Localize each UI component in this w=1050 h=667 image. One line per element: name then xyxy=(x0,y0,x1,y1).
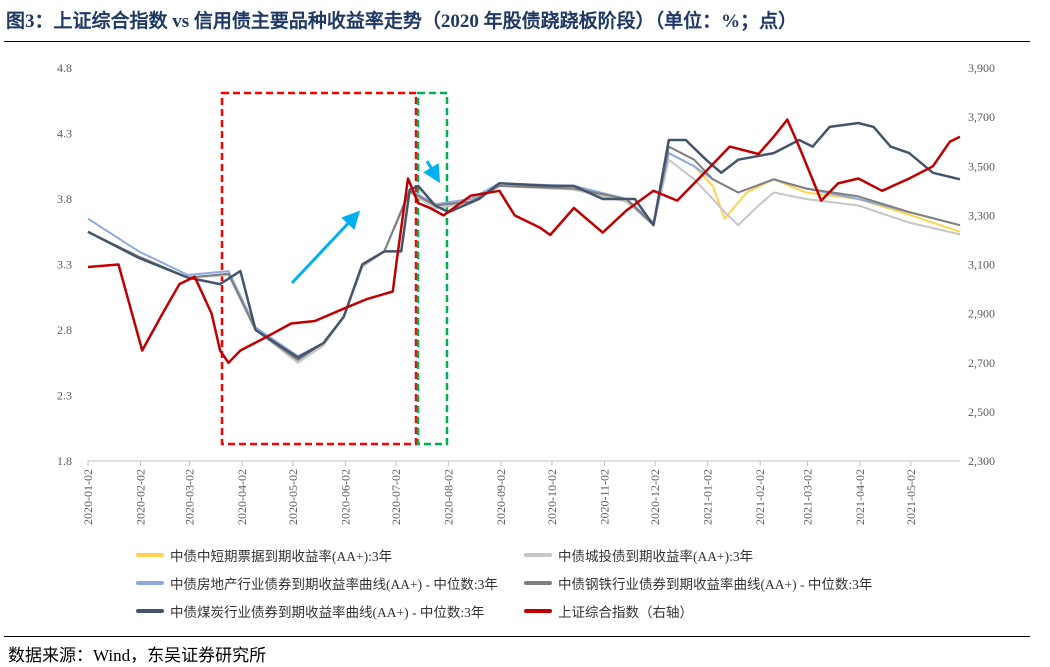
legend-label: 中债煤炭行业债券到期收益率曲线(AA+) - 中位数:3年 xyxy=(170,605,485,620)
legend-item: 中债煤炭行业债券到期收益率曲线(AA+) - 中位数:3年 xyxy=(136,601,484,621)
legend-label: 上证综合指数（右轴） xyxy=(558,605,693,620)
series-line-4 xyxy=(87,121,961,359)
down-arrow-icon xyxy=(423,160,441,184)
x-tick-label: 2020-11-02 xyxy=(597,469,611,525)
legend-swatch xyxy=(136,581,164,585)
seesaw-box xyxy=(416,91,449,446)
legend-label: 中债钢铁行业债券到期收益率曲线(AA+) - 中位数:3年 xyxy=(558,577,873,592)
left-tick-label: 4.3 xyxy=(57,127,72,141)
x-tick-label: 2020-10-02 xyxy=(545,469,559,525)
series-line-3 xyxy=(87,145,961,362)
x-tick-label: 2020-01-02 xyxy=(81,469,95,525)
legend-item: 上证综合指数（右轴） xyxy=(524,601,693,621)
legend-item: 中债钢铁行业债券到期收益率曲线(AA+) - 中位数:3年 xyxy=(524,573,872,593)
right-tick-label: 2,900 xyxy=(968,307,995,321)
stock-rally-box xyxy=(220,91,418,446)
source-divider xyxy=(4,636,1030,637)
legend-label: 中债城投债到期收益率(AA+):3年 xyxy=(558,549,754,564)
legend-item: 中债房地产行业债券到期收益率曲线(AA+) - 中位数:3年 xyxy=(136,573,498,593)
source-note: 数据来源：Wind，东吴证券研究所 xyxy=(8,646,267,665)
x-tick-label: 2021-05-02 xyxy=(904,469,918,525)
up-arrow-icon xyxy=(290,210,361,285)
x-tick-label: 2020-09-02 xyxy=(494,469,508,525)
x-tick-label: 2020-03-02 xyxy=(183,469,197,525)
x-tick-label: 2020-12-02 xyxy=(648,469,662,525)
right-tick-label: 3,300 xyxy=(968,208,995,222)
left-tick-label: 1.8 xyxy=(57,454,72,468)
left-tick-label: 3.3 xyxy=(57,258,72,272)
right-tick-label: 3,700 xyxy=(968,110,995,124)
legend-swatch xyxy=(524,553,552,557)
legend-label: 中债房地产行业债券到期收益率曲线(AA+) - 中位数:3年 xyxy=(170,577,498,592)
legend-swatch xyxy=(136,553,164,557)
series-line-5 xyxy=(87,118,961,365)
left-tick-label: 2.8 xyxy=(57,323,72,337)
x-tick-label: 2021-01-02 xyxy=(701,469,715,525)
legend-swatch xyxy=(136,609,164,613)
left-tick-label: 4.8 xyxy=(57,61,72,75)
right-tick-label: 3,100 xyxy=(968,258,995,272)
legend-swatch xyxy=(524,581,552,585)
legend-item: 中债中短期票据到期收益率(AA+):3年 xyxy=(136,545,392,565)
x-tick-label: 2020-07-02 xyxy=(389,469,403,525)
series-line-1 xyxy=(87,158,961,364)
left-tick-label: 2.3 xyxy=(57,389,72,403)
x-tick-label: 2021-02-02 xyxy=(753,469,767,525)
right-tick-label: 2,500 xyxy=(968,405,995,419)
legend-item: 中债城投债到期收益率(AA+):3年 xyxy=(524,545,753,565)
x-tick-label: 2020-04-02 xyxy=(235,469,249,525)
chart-title: 图3：上证综合指数 vs 信用债主要品种收益率走势（2020 年股债跷跷板阶段）… xyxy=(6,11,798,32)
right-tick-label: 3,500 xyxy=(968,159,995,173)
x-tick-label: 2020-06-02 xyxy=(338,469,352,525)
right-tick-label: 3,900 xyxy=(968,61,995,75)
legend-label: 中债中短期票据到期收益率(AA+):3年 xyxy=(170,549,393,564)
left-tick-label: 3.8 xyxy=(57,192,72,206)
right-tick-label: 2,300 xyxy=(968,454,995,468)
legend-swatch xyxy=(524,609,552,613)
x-tick-label: 2020-05-02 xyxy=(286,469,300,525)
x-tick-label: 2021-03-02 xyxy=(801,469,815,525)
title-divider xyxy=(4,41,1030,42)
x-tick-label: 2020-02-02 xyxy=(133,469,147,525)
x-tick-label: 2020-08-02 xyxy=(442,469,456,525)
x-tick-label: 2021-04-02 xyxy=(853,469,867,525)
right-tick-label: 2,700 xyxy=(968,356,995,370)
